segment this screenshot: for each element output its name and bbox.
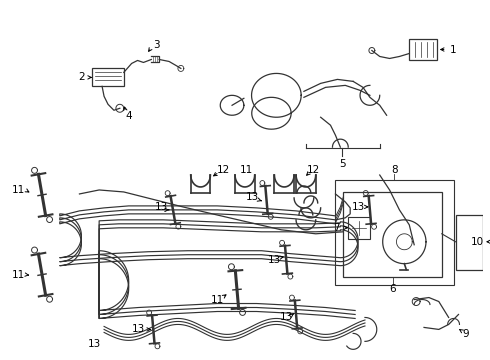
Text: 7: 7 bbox=[333, 223, 340, 233]
Text: 5: 5 bbox=[339, 159, 345, 169]
Text: 13: 13 bbox=[88, 339, 101, 349]
Text: 13: 13 bbox=[351, 202, 365, 212]
Text: 12: 12 bbox=[307, 165, 320, 175]
Text: 13: 13 bbox=[268, 255, 281, 265]
Text: 4: 4 bbox=[125, 111, 132, 121]
Text: 11: 11 bbox=[211, 294, 224, 305]
Text: 11: 11 bbox=[240, 165, 253, 175]
Text: 13: 13 bbox=[280, 312, 293, 323]
Text: 13: 13 bbox=[132, 324, 145, 334]
Text: 10: 10 bbox=[470, 237, 484, 247]
Text: 2: 2 bbox=[78, 72, 85, 82]
Text: 1: 1 bbox=[450, 45, 457, 54]
Text: 8: 8 bbox=[391, 165, 398, 175]
Text: 11: 11 bbox=[12, 185, 25, 195]
Text: 3: 3 bbox=[153, 40, 160, 50]
Text: 12: 12 bbox=[217, 165, 230, 175]
Text: 13: 13 bbox=[246, 192, 259, 202]
Text: 9: 9 bbox=[462, 329, 469, 339]
Text: 6: 6 bbox=[389, 284, 396, 293]
Text: 13: 13 bbox=[154, 202, 168, 212]
Text: 11: 11 bbox=[12, 270, 25, 280]
